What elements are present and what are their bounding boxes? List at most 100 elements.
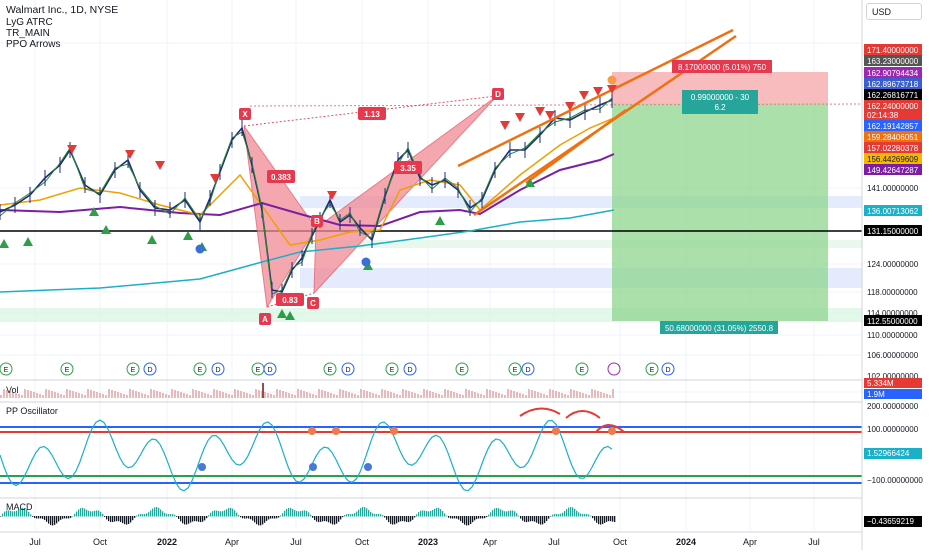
- earnings-marker-icon: [341, 362, 355, 376]
- macd-bar: [416, 514, 418, 517]
- volume-bar: [54, 392, 56, 398]
- macd-bar: [490, 512, 492, 517]
- earnings-marker-label: D: [267, 367, 272, 374]
- volume-bar: [546, 395, 548, 398]
- ma-fast-line: [0, 97, 613, 295]
- volume-bar: [447, 390, 449, 398]
- macd-bar: [282, 513, 284, 517]
- volume-bar: [312, 394, 314, 398]
- macd-bar: [194, 516, 196, 522]
- volume-bar: [228, 394, 230, 398]
- macd-bar: [532, 516, 534, 522]
- price-axis-label: 162.26816771: [867, 91, 919, 100]
- price-axis-label: 163.23000000: [867, 57, 919, 66]
- volume-bar: [450, 391, 452, 398]
- earnings-marker-label: E: [460, 367, 465, 374]
- volume-bar: [186, 394, 188, 398]
- earnings-marker-label: E: [390, 367, 395, 374]
- macd-bar: [230, 507, 232, 517]
- macd-bar: [362, 507, 364, 517]
- volume-bar: [570, 389, 572, 398]
- pattern-point-badge: [259, 313, 271, 325]
- earnings-marker-label: E: [513, 367, 518, 374]
- indicator-label-2: PPO Arrows: [6, 39, 61, 50]
- time-axis-label: Jul: [548, 537, 560, 547]
- macd-bar: [112, 516, 114, 523]
- macd-bar: [80, 508, 82, 517]
- price-axis-label: 149.42647287: [867, 166, 919, 175]
- price-axis-label-bg: [864, 164, 922, 175]
- macd-bar: [322, 516, 324, 522]
- macd-bar: [392, 516, 394, 525]
- support-zone-band-3: [300, 240, 862, 248]
- macd-bar: [402, 516, 404, 522]
- macd-bar: [136, 515, 138, 517]
- macd-bar: [584, 514, 586, 517]
- macd-bar: [492, 510, 494, 517]
- currency-button[interactable]: USD: [866, 3, 922, 20]
- macd-bar: [198, 516, 200, 522]
- volume-bar: [480, 394, 482, 398]
- macd-bar: [290, 508, 292, 517]
- macd-bar: [522, 516, 524, 521]
- macd-bar: [454, 516, 456, 519]
- macd-bar: [562, 512, 564, 517]
- volume-bar: [258, 390, 260, 398]
- volume-bar: [255, 389, 257, 398]
- time-axis-label: 2022: [157, 537, 177, 547]
- volume-bar: [69, 390, 71, 398]
- volume-bar: [51, 391, 53, 398]
- macd-bar: [96, 510, 98, 517]
- macd-bar: [568, 507, 570, 517]
- volume-bar: [105, 395, 107, 398]
- ppo-tick: 200.00000000: [867, 402, 919, 411]
- macd-bar: [414, 516, 416, 518]
- macd-bar: [94, 510, 96, 517]
- volume-bar: [315, 395, 317, 398]
- macd-bar: [192, 516, 194, 522]
- macd-bar: [280, 515, 282, 517]
- volume-bar: [189, 395, 191, 398]
- macd-bar: [260, 516, 262, 526]
- macd-bar: [210, 512, 212, 517]
- macd-bar: [434, 508, 436, 517]
- volume-bar: [336, 395, 338, 398]
- price-axis-label: 02:14:38: [867, 111, 899, 120]
- price-axis-label-bg: [864, 120, 922, 131]
- price-axis-label-bg: [864, 225, 922, 236]
- volume-bar: [381, 389, 383, 398]
- volume-bar: [93, 391, 95, 398]
- volume-bar: [486, 389, 488, 398]
- macd-bar: [398, 516, 400, 523]
- macd-bar: [72, 515, 74, 517]
- volume-bar: [36, 393, 38, 398]
- macd-bar: [234, 510, 236, 517]
- volume-bar: [588, 395, 590, 398]
- pattern-point-badge: [492, 88, 504, 100]
- price-axis-label: 102.00000000: [867, 372, 919, 381]
- macd-bar: [58, 516, 60, 522]
- volume-bar: [234, 389, 236, 398]
- volume-bar: [333, 394, 335, 398]
- macd-bar: [516, 513, 518, 517]
- time-axis-label: 2024: [676, 537, 696, 547]
- macd-bar: [488, 514, 490, 517]
- earnings-marker-icon: [508, 362, 522, 376]
- volume-bar: [63, 395, 65, 398]
- macd-bar: [216, 510, 218, 517]
- macd-bar: [244, 516, 246, 519]
- up-arrow-marker: [101, 225, 111, 234]
- volume-bar: [363, 390, 365, 398]
- macd-bar: [110, 516, 112, 523]
- macd-bar: [188, 516, 190, 524]
- volume-bar: [153, 390, 155, 398]
- ma-mid-line: [0, 117, 615, 246]
- volume-bar: [183, 393, 185, 398]
- price-axis-label-bg: [864, 89, 922, 100]
- macd-bar: [408, 516, 410, 523]
- volume-bar: [510, 390, 512, 398]
- macd-bar: [418, 512, 420, 517]
- macd-bar: [328, 516, 330, 523]
- macd-bar: [168, 514, 170, 517]
